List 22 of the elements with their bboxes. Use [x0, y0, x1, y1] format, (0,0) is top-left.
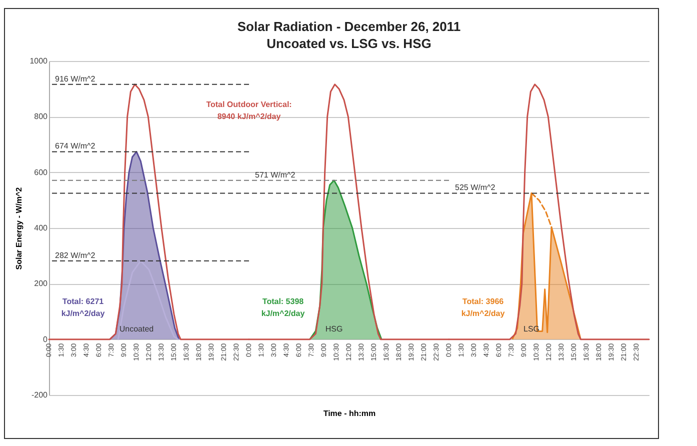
x-axis-title: Time - hh:mm: [323, 408, 376, 418]
ref-line-label: 916 W/m^2: [55, 74, 96, 84]
y-axis-title: Solar Energy - W/m^2: [14, 186, 24, 270]
annotation: Total: 5398 kJ/m^2/day: [261, 297, 306, 318]
y-tick-label: 400: [34, 224, 48, 232]
y-tick-label: -200: [31, 390, 48, 400]
y-tick-label: 200: [34, 279, 48, 288]
y-tick-label: 0: [43, 334, 48, 344]
ref-line-label: 282 W/m^2: [55, 250, 96, 260]
chart-subtitle: Uncoated vs. LSG vs. HSG: [266, 36, 432, 51]
annotation: Total: 3966 kJ/m^2/day: [461, 297, 506, 318]
ref-line-label: 525 W/m^2: [455, 183, 496, 192]
ref-line-label: 674 W/m^2: [55, 142, 96, 151]
y-tick-label: 800: [34, 112, 48, 122]
y-tick-label: 600: [34, 168, 48, 177]
series-label: HSG: [325, 324, 343, 334]
y-tick-label: 1000: [30, 56, 48, 66]
series-label: Uncoated: [119, 324, 154, 334]
annotation: Total: 6271 kJ/m^2/day: [61, 297, 106, 318]
chart-title: Solar Radiation - December 26, 2011: [237, 19, 461, 34]
ref-line-label: 571 W/m^2: [255, 170, 296, 180]
annotation: Total Outdoor Vertical: 8940 kJ/m^2/day: [206, 100, 292, 122]
